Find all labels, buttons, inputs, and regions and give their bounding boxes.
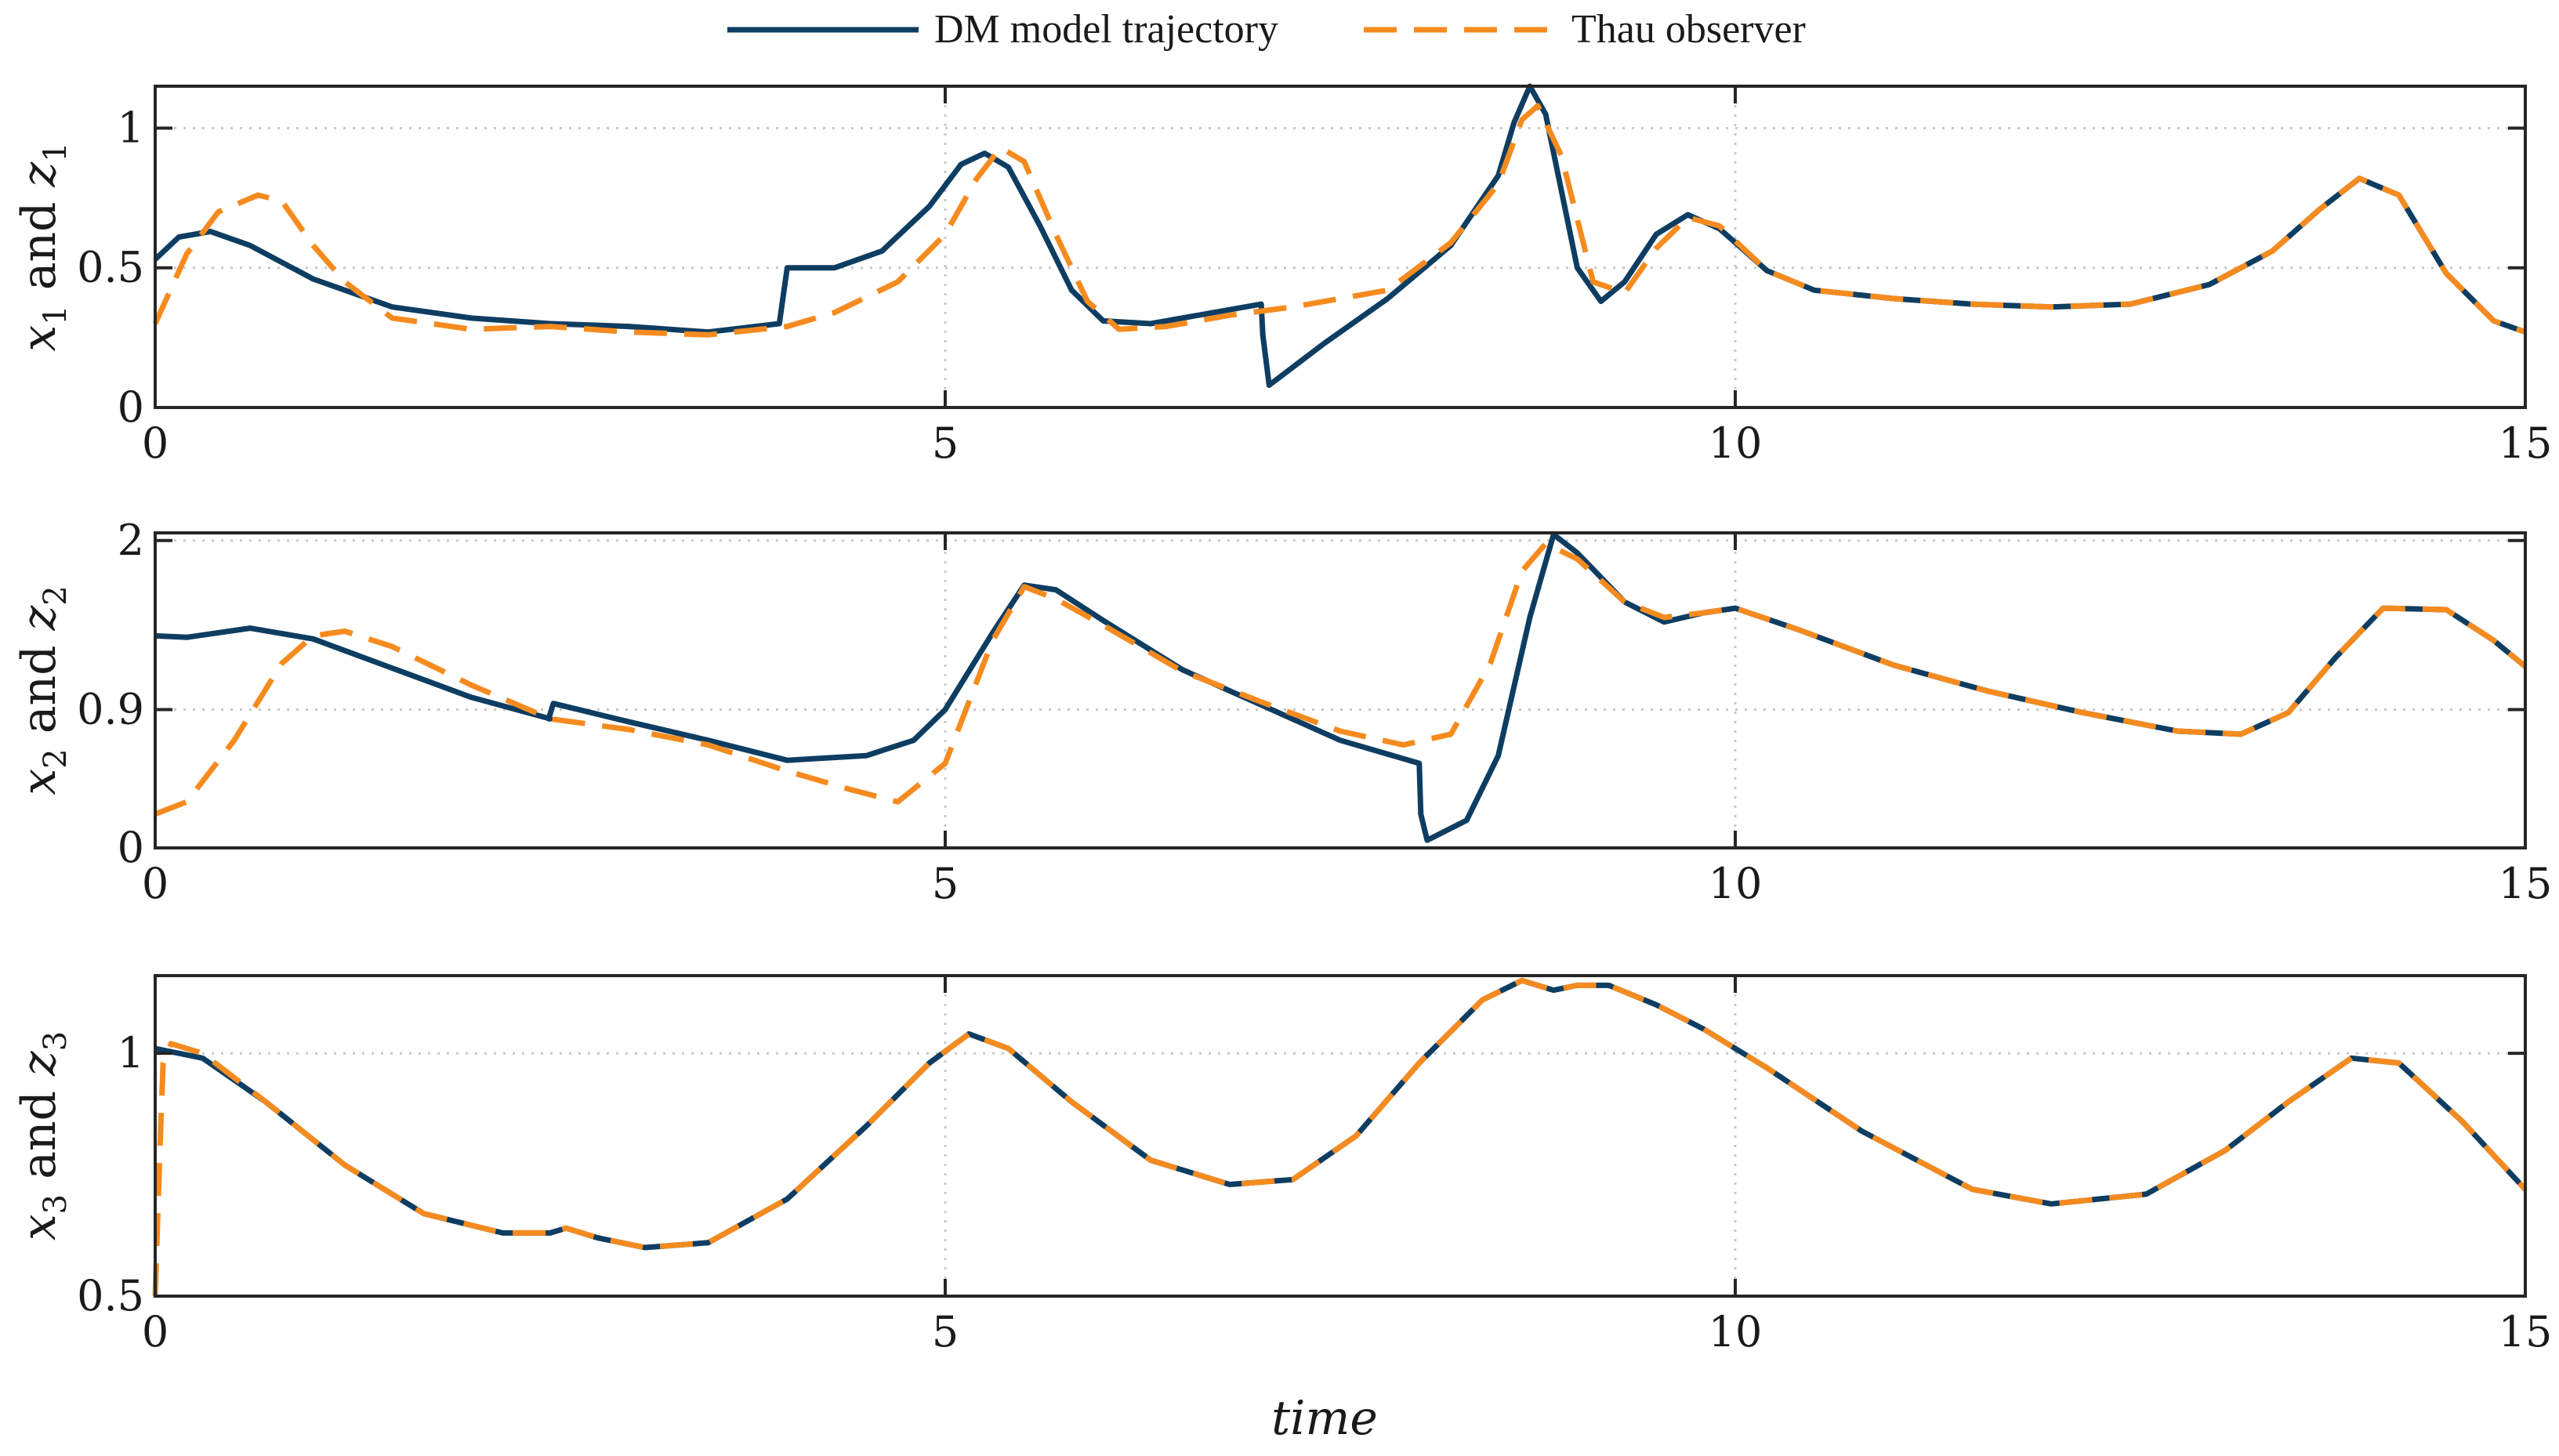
- legend-label-thau: Thau observer: [1571, 7, 1806, 52]
- y-tick-label-0: 0: [118, 823, 144, 872]
- y-tick-label-0: 0: [118, 382, 144, 432]
- x-tick-label-1: 5: [932, 1307, 959, 1356]
- y-label-var: x: [12, 769, 67, 795]
- x-tick-label-2: 10: [1709, 418, 1763, 468]
- x-tick-label-1: 5: [932, 859, 959, 908]
- series-dm-line: [154, 531, 2528, 843]
- plot-frame: [154, 974, 2527, 1298]
- y-label-sub: 2: [38, 748, 74, 768]
- y-tick-label-2: 1: [118, 103, 144, 152]
- series-thau-line: [154, 541, 2528, 817]
- x-tick-label-0: 0: [142, 859, 169, 908]
- y-label-sub: 1: [38, 305, 74, 324]
- x-tick-label-3: 15: [2499, 1307, 2553, 1356]
- plot-frame: [154, 531, 2527, 849]
- x-tick-label-0: 0: [142, 1307, 169, 1356]
- legend-label-dm: DM model trajectory: [934, 7, 1278, 52]
- y-label-obs: z: [12, 605, 67, 631]
- y-axis-label: x1 and z1: [12, 142, 74, 351]
- x-tick-label-3: 15: [2499, 859, 2553, 908]
- series-thau-line: [152, 977, 2528, 1297]
- y-label-obs-sub: 3: [38, 1031, 74, 1051]
- y-axis-label: x3 and z3: [12, 1031, 74, 1240]
- y-tick-label-1: 0.5: [77, 243, 144, 292]
- x-tick-label-2: 10: [1709, 859, 1763, 908]
- y-label-obs: z: [12, 161, 67, 187]
- series-dm-line: [153, 83, 2527, 388]
- y-label-obs-sub: 1: [38, 142, 74, 161]
- y-label-and: and: [12, 630, 67, 748]
- y-label-and: and: [12, 1076, 67, 1194]
- y-tick-label-0: 0.5: [77, 1271, 144, 1320]
- y-label-var: x: [12, 1214, 67, 1240]
- y-label-and: and: [12, 187, 67, 305]
- y-tick-label-1: 1: [118, 1028, 144, 1078]
- legend: DM model trajectory Thau observer: [727, 7, 1806, 52]
- y-tick-label-2: 2: [118, 516, 144, 565]
- y-label-sub: 3: [38, 1194, 74, 1214]
- x-tick-label-0: 0: [142, 418, 169, 468]
- plot-frame: [154, 85, 2527, 409]
- x-tick-label-2: 10: [1709, 1307, 1763, 1356]
- x-axis-label: time: [1271, 1391, 1378, 1446]
- x-tick-label-3: 15: [2499, 418, 2553, 468]
- y-label-var: x: [12, 325, 67, 352]
- series-thau-line: [152, 103, 2527, 338]
- y-tick-label-1: 0.9: [77, 685, 144, 734]
- y-label-obs-sub: 2: [38, 585, 74, 605]
- series-dm-line: [154, 977, 2528, 1251]
- y-label-obs: z: [12, 1051, 67, 1077]
- y-axis-label: x2 and z2: [12, 585, 74, 795]
- x-tick-label-1: 5: [932, 418, 959, 468]
